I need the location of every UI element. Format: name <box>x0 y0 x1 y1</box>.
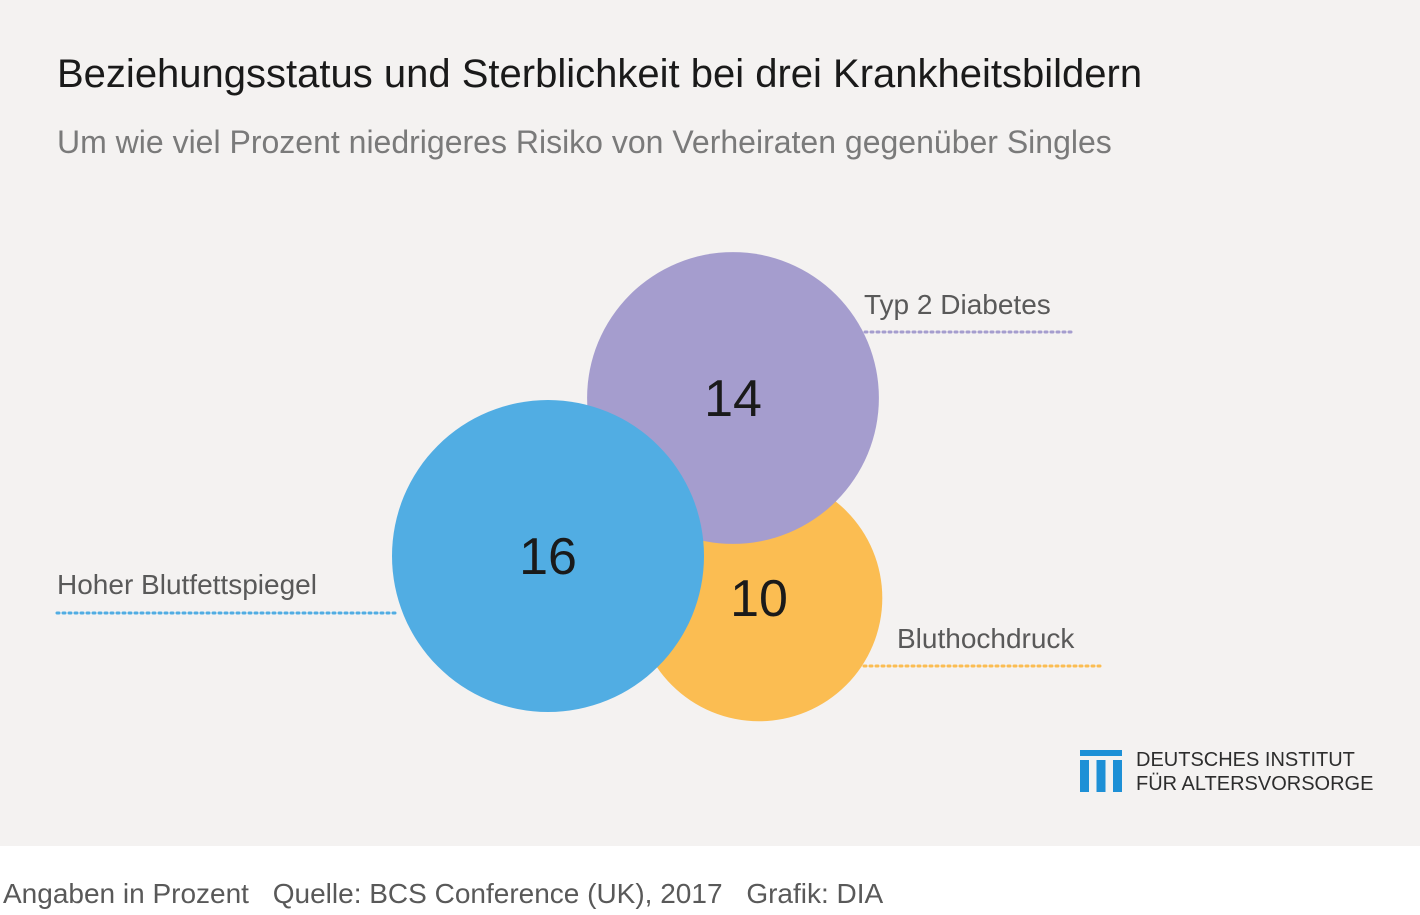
dia-logo-text: DEUTSCHES INSTITUT FÜR ALTERSVORSORGE <box>1136 748 1373 796</box>
chart-subtitle: Um wie viel Prozent niedrigeres Risiko v… <box>57 124 1112 160</box>
value-label-typ-2-diabetes: 14 <box>704 370 762 428</box>
value-label-hoher-blutfettspiegel: 16 <box>519 528 577 586</box>
logo-line-1: DEUTSCHES INSTITUT <box>1136 749 1355 771</box>
dia-logo-icon <box>1080 750 1122 792</box>
bubble-hoher-blutfettspiegel <box>392 400 704 712</box>
dia-logo: DEUTSCHES INSTITUT FÜR ALTERSVORSORGE <box>1080 748 1373 796</box>
footer-credit: Grafik: DIA <box>746 878 884 909</box>
footer-note: Angaben in Prozent <box>3 878 249 909</box>
chart-title: Beziehungsstatus und Sterblichkeit bei d… <box>57 52 1143 96</box>
chart-canvas: Beziehungsstatus und Sterblichkeit bei d… <box>0 0 1420 846</box>
category-label-hoher-blutfettspiegel: Hoher Blutfettspiegel <box>57 569 317 600</box>
value-label-bluthochdruck: 10 <box>730 570 788 628</box>
bubble-chart: Bluthochdruck Typ 2 Diabetes Hoher Blutfet… <box>55 252 1102 722</box>
footer-source: Quelle: BCS Conference (UK), 2017 <box>272 878 723 909</box>
category-label-typ-2-diabetes: Typ 2 Diabetes <box>864 289 1051 320</box>
category-label-bluthochdruck: Bluthochdruck <box>897 623 1075 654</box>
footer: Angaben in Prozent Quelle: BCS Conferenc… <box>3 878 899 910</box>
logo-line-2: FÜR ALTERSVORSORGE <box>1136 773 1374 795</box>
